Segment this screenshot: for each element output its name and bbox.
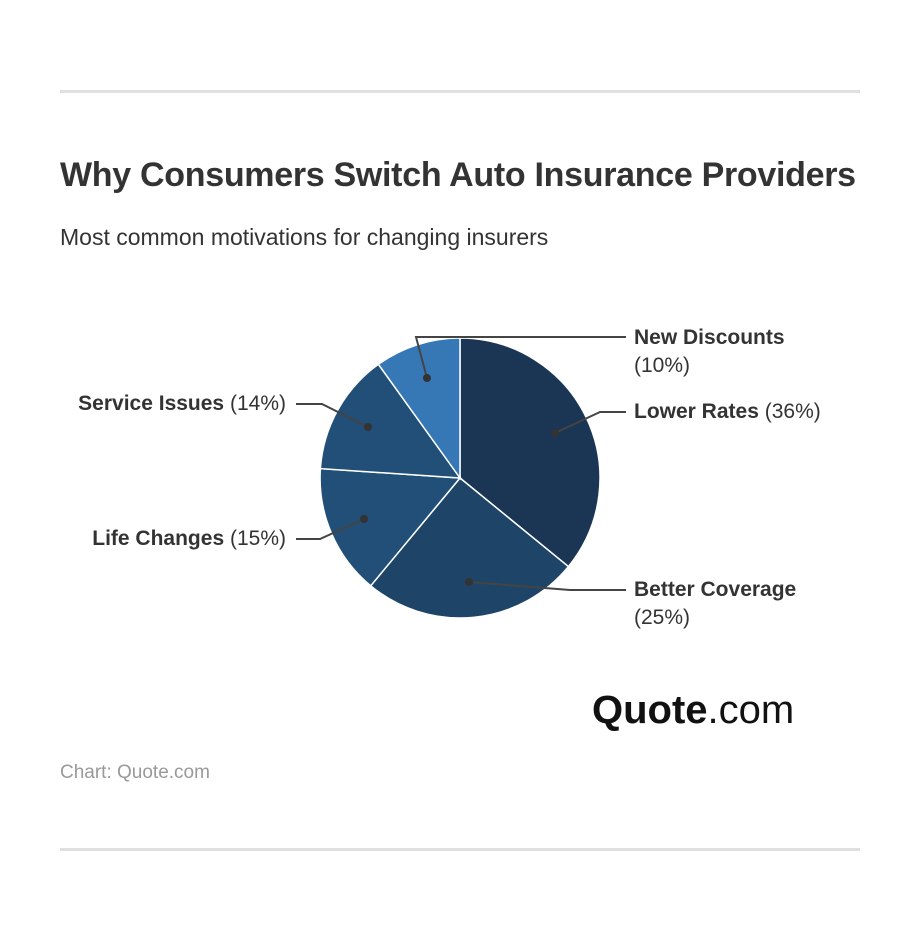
chart-source: Chart: Quote.com	[60, 762, 210, 783]
pie-chart	[296, 336, 626, 619]
label-life-changes: Life Changes (15%)	[92, 525, 286, 553]
label-new-discounts: New Discounts (10%)	[634, 324, 785, 380]
label-value: (25%)	[634, 606, 691, 629]
quote-logo: Quote.com	[592, 688, 794, 733]
slice-service-issues	[319, 363, 462, 479]
label-name: Lower Rates	[634, 400, 759, 423]
label-value: (36%)	[764, 400, 821, 423]
label-service-issues: Service Issues (14%)	[78, 390, 286, 418]
top-divider	[60, 90, 860, 93]
label-better-coverage: Better Coverage (25%)	[634, 576, 796, 632]
label-value: (14%)	[229, 392, 286, 415]
label-name: New Discounts	[634, 326, 785, 349]
chart-subtitle: Most common motivations for changing ins…	[60, 224, 549, 250]
label-lower-rates: Lower Rates (36%)	[634, 398, 821, 426]
label-name: Better Coverage	[634, 578, 797, 601]
label-name: Life Changes	[92, 527, 225, 550]
slice-better-coverage	[369, 476, 570, 619]
bottom-divider	[60, 848, 860, 851]
chart-title: Why Consumers Switch Auto Insurance Prov…	[60, 156, 856, 194]
label-value: (15%)	[229, 527, 286, 550]
label-value: (10%)	[634, 354, 691, 377]
label-name: Service Issues	[78, 392, 225, 415]
logo-suffix: .com	[707, 688, 795, 732]
logo-brand: Quote	[592, 688, 708, 732]
